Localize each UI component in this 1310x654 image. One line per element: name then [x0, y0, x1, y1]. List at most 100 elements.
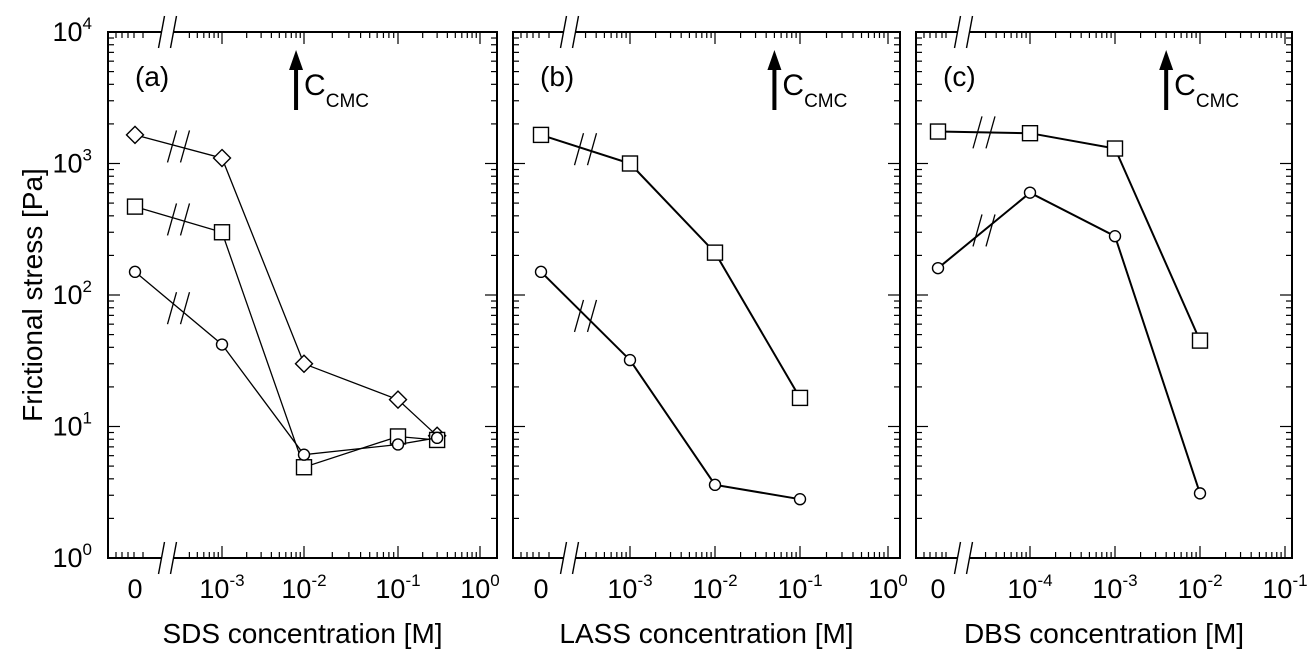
panel-2-x-axis-label: LASS concentration [M]: [559, 618, 853, 649]
y-tick-label-3-base: 10: [52, 149, 82, 179]
panel-2-cmc-arrow: [767, 50, 782, 110]
panel-3-axis-break-bottom-slash-2: [965, 541, 974, 575]
panel-2-x-tick-label-0: 0: [533, 574, 548, 604]
panel-2-x-tick-label-2-exp: -2: [722, 571, 737, 590]
panel-1-cmc-label-main: C: [304, 69, 326, 102]
panel-2-series-2-point-2: [623, 353, 637, 367]
panel-1-x-tick-label-1-base: 10: [199, 574, 229, 604]
panel-3-series-1-point-3: [1106, 140, 1124, 157]
panel-1-x-tick-label-2-base: 10: [281, 574, 311, 604]
panel-1-series-1-point-2: [212, 148, 232, 168]
panel-1: 0 10-3 10-2 10-1 100100101102103104CCMC(a)SD…: [52, 14, 499, 649]
panel-3-x-tick-label-0-base: 0: [930, 574, 945, 604]
panel-1-series-1: [125, 125, 447, 446]
panel-2-axis-break-top: [559, 15, 580, 49]
panel-3-x-tick-label-3-base: 10: [1177, 574, 1207, 604]
panel-3-axis-break-bottom-slash-1: [953, 541, 962, 575]
panel-2-axis-break-bottom-slash-1: [559, 541, 568, 575]
panel-2-axis-break-top-gap: [563, 16, 576, 48]
y-tick-label-1: 101: [52, 409, 92, 442]
panel-1-series-2-break-slash-2: [179, 203, 191, 236]
panel-3-series-2-point-1: [931, 261, 945, 275]
panel-2-panel-label: (b): [540, 61, 574, 92]
panel-2-x-tick-label-1-exp: -3: [637, 571, 652, 590]
panel-2-series-1-break-slash-1: [573, 133, 585, 166]
panel-3-x-tick-label-4-exp: -1: [1292, 571, 1307, 590]
panel-1-series-1-break-slash-1: [166, 130, 178, 163]
panel-1-axis-break-top: [157, 15, 178, 49]
panel-2-series-2-line: [540, 271, 801, 501]
panel-1-series-2-break-slash-1: [166, 203, 178, 236]
panel-2-series-2: [534, 265, 807, 506]
panel-2-frame: [512, 31, 901, 559]
panel-3-series-1-line: [937, 130, 1201, 342]
panel-1-series-2-point-3: [295, 459, 313, 476]
panel-3-axis-break-top-slash-2: [965, 15, 974, 49]
panel-3-panel-label: (c): [943, 61, 976, 92]
panel-1-axis-break-top-slash-2: [169, 15, 178, 49]
panel-3-series-1-break: [972, 116, 996, 149]
panel-1-series-2: [126, 198, 446, 476]
panel-3-frame: [915, 31, 1293, 559]
panel-1-series-3-point-4: [391, 438, 405, 451]
panel-2-cmc-label-sub: CMC: [804, 91, 847, 112]
panel-1-cmc-arrow-head: [289, 50, 304, 70]
panel-1-axis-break-top-gap: [161, 16, 174, 48]
panel-2-x-tick-label-4-base: 10: [868, 574, 898, 604]
panel-2-axis-break-bottom-gap: [563, 542, 576, 574]
panel-1-x-tick-label-4: 100: [460, 571, 500, 604]
panel-2-axis-break-top-slash-1: [559, 15, 568, 49]
panel-2-axis-break-top-slash-2: [571, 15, 580, 49]
panel-2-series-1-break-slash-2: [586, 133, 598, 166]
panel-2-series-2-break-slash-2: [586, 299, 598, 333]
panel-3-series-2-point-4: [1193, 487, 1207, 500]
panel-2-series-2-point-4: [793, 492, 807, 506]
panel-3-series-1-break-slash-2: [985, 116, 996, 149]
panel-2-series-2-break: [573, 299, 598, 333]
panel-2-axis-break-bottom: [559, 541, 580, 575]
y-tick-label-0-base: 10: [52, 543, 82, 573]
panel-3-x-tick-label-1-exp: -4: [1037, 571, 1052, 590]
panel-3-series-2-break-slash-1: [972, 214, 983, 247]
panel-2-x-tick-label-2-base: 10: [692, 574, 722, 604]
panel-2-x-tick-label-1-base: 10: [607, 574, 637, 604]
panel-2-series-1-point-4: [791, 389, 809, 407]
panel-2-x-tick-label-3-base: 10: [777, 574, 807, 604]
panel-2-x-tick-label-4: 100: [868, 571, 908, 604]
panel-2-series-1: [532, 126, 809, 407]
panel-3-x-tick-label-3-exp: -2: [1207, 571, 1222, 590]
panel-2-x-tick-label-2: 10-2: [692, 571, 737, 604]
panel-1-cmc-label-sub: CMC: [326, 91, 369, 112]
panel-1-x-tick-label-1: 10-3: [199, 571, 244, 604]
panel-1-series-3-point-3: [297, 448, 311, 461]
panel-3-cmc-arrow: [1159, 50, 1174, 110]
panel-1-x-tick-label-4-base: 10: [460, 574, 490, 604]
panel-2-series-1-line: [540, 133, 801, 399]
panel-2-series-2-point-1: [534, 265, 548, 279]
panel-2-series-1-break: [573, 133, 598, 166]
panel-1-series-3-point-2: [215, 338, 229, 351]
panel-1-series-3-break-slash-2: [179, 292, 191, 325]
panel-1-series-2-point-2: [213, 224, 231, 241]
panel-3-series-2-line: [937, 191, 1201, 494]
panel-3-x-tick-label-1-base: 10: [1007, 574, 1037, 604]
panel-3-series-1-break-slash-1: [972, 116, 983, 149]
y-tick-label-1-base: 10: [52, 412, 82, 442]
panel-2-x-tick-label-0-base: 0: [533, 574, 548, 604]
panel-1-x-tick-label-3: 10-1: [375, 571, 420, 604]
panel-3-series-2-break: [972, 214, 996, 247]
panel-1-series-1-point-1: [125, 125, 145, 145]
panel-1-series-2-line: [134, 205, 438, 469]
panel-1-axis-break-bottom-gap: [161, 542, 174, 574]
panel-3-cmc-label-sub: CMC: [1196, 91, 1239, 112]
panel-3-x-tick-label-2-base: 10: [1092, 574, 1122, 604]
y-tick-label-2: 102: [52, 277, 92, 310]
panel-3-axis-break-bottom: [953, 541, 974, 575]
panel-1-x-tick-label-2: 10-2: [281, 571, 326, 604]
panel-3-x-tick-label-4-base: 10: [1262, 574, 1292, 604]
panel-1-x-tick-label-0-base: 0: [127, 574, 142, 604]
y-tick-label-0: 100: [52, 540, 92, 573]
panel-1-series-3: [128, 265, 444, 461]
